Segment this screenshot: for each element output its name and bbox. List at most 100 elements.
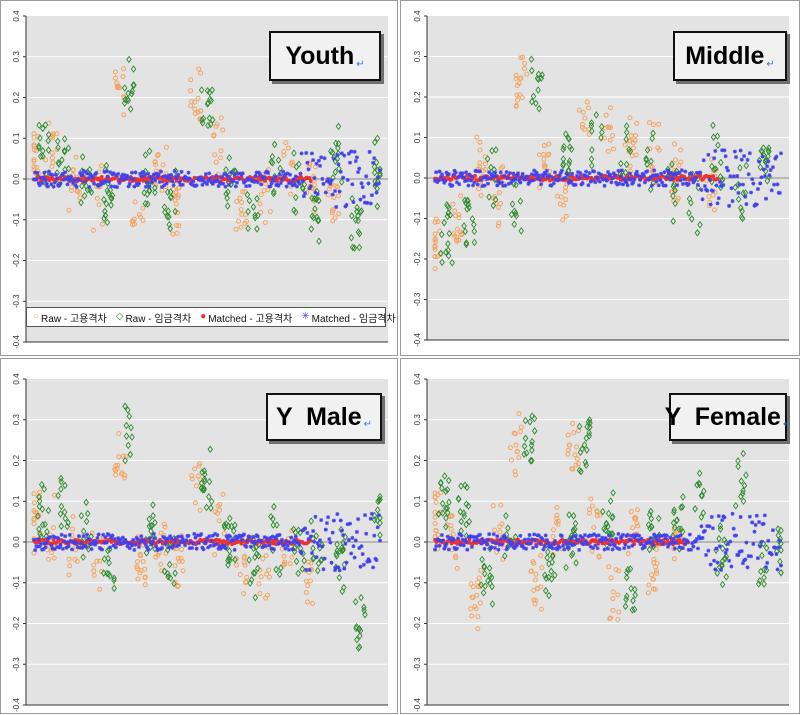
data-point: [55, 143, 61, 152]
data-point: [563, 130, 569, 138]
data-point: [507, 171, 512, 176]
data-point: [554, 512, 560, 518]
data-point: [165, 572, 171, 581]
data-point: [166, 560, 173, 569]
data-point: [573, 462, 579, 468]
data-point: [102, 207, 108, 216]
data-point: [670, 217, 676, 225]
data-point: [137, 551, 143, 557]
data-point: [502, 173, 507, 178]
data-point: [450, 183, 455, 188]
data-point: [608, 530, 614, 538]
data-point: [111, 543, 116, 548]
data-point: [509, 180, 514, 185]
data-point: [535, 585, 541, 591]
data-point: [207, 534, 212, 539]
data-point: [752, 529, 757, 534]
data-point: [306, 537, 311, 542]
data-point: [274, 536, 279, 541]
data-point: [101, 181, 106, 186]
data-point: [274, 183, 279, 188]
y-tick-label: 0.3: [12, 51, 21, 63]
data-point: [80, 172, 85, 177]
data-point: [477, 147, 483, 153]
data-point: [569, 536, 574, 541]
data-point: [541, 143, 547, 149]
data-point: [439, 484, 445, 492]
data-point: [524, 71, 530, 77]
data-point: [614, 536, 619, 541]
data-point: [378, 168, 382, 173]
data-point: [232, 521, 238, 529]
legend-item-raw-employment: ○ Raw - 고용격차: [33, 310, 107, 325]
data-point: [314, 161, 319, 166]
data-point: [43, 157, 49, 163]
data-point: [106, 179, 111, 184]
data-point: [432, 521, 438, 527]
y-tick-label: -0.1: [12, 575, 21, 589]
data-point: [530, 92, 537, 101]
data-point: [220, 127, 226, 133]
data-point: [638, 542, 643, 547]
data-point: [464, 540, 469, 545]
data-point: [94, 195, 100, 201]
data-point: [692, 178, 697, 183]
data-point: [244, 184, 249, 189]
data-point: [131, 537, 136, 542]
data-point: [555, 193, 561, 199]
data-point: [557, 545, 562, 550]
data-point: [138, 171, 143, 176]
data-point: [95, 535, 100, 540]
data-point: [652, 532, 657, 537]
data-point: [489, 545, 494, 550]
data-point: [556, 177, 561, 182]
data-point: [210, 181, 215, 186]
data-point: [333, 189, 338, 194]
data-point: [549, 183, 554, 188]
data-point: [606, 124, 612, 130]
data-point: [228, 522, 235, 531]
data-point: [475, 538, 480, 543]
data-point: [200, 114, 207, 123]
data-point: [450, 201, 456, 207]
data-point: [473, 606, 479, 612]
data-point: [528, 178, 533, 183]
data-point: [45, 136, 51, 145]
data-point: [43, 177, 48, 182]
data-point: [91, 562, 97, 568]
series-3: [433, 511, 783, 572]
data-point: [565, 134, 571, 142]
data-point: [434, 170, 439, 175]
data-point: [233, 534, 238, 539]
data-point: [308, 517, 314, 525]
data-point: [329, 208, 335, 214]
data-point: [136, 212, 142, 218]
data-point: [214, 173, 219, 178]
data-point: [358, 207, 365, 215]
y-tick-label: 0.2: [12, 91, 21, 103]
data-point: [698, 513, 705, 521]
data-point: [62, 481, 68, 490]
data-point: [572, 452, 578, 458]
data-point: [541, 162, 547, 168]
data-point: [609, 539, 614, 544]
data-point: [432, 254, 438, 260]
data-point: [604, 537, 609, 542]
data-point: [319, 518, 324, 523]
data-point: [294, 184, 299, 189]
data-point: [701, 487, 707, 496]
data-point: [206, 178, 211, 183]
data-point: [492, 170, 497, 175]
data-point: [187, 546, 192, 551]
data-point: [625, 533, 630, 538]
data-point: [521, 450, 527, 459]
data-point: [432, 514, 438, 520]
data-point: [142, 575, 148, 581]
data-point: [90, 227, 96, 233]
data-point: [706, 194, 712, 200]
data-point: [188, 77, 194, 83]
data-point: [601, 177, 606, 182]
series-3: [32, 511, 382, 573]
data-point: [691, 544, 696, 549]
data-point: [483, 161, 489, 167]
